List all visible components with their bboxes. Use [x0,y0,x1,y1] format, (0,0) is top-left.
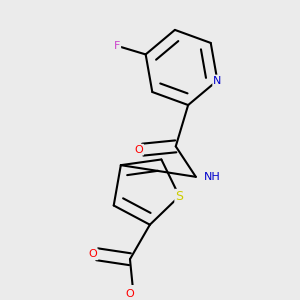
Text: NH: NH [204,172,221,182]
Text: N: N [213,76,222,85]
Text: O: O [126,289,134,299]
Text: O: O [89,249,98,259]
Text: F: F [114,41,120,51]
Text: S: S [175,190,183,203]
Text: O: O [134,145,143,155]
